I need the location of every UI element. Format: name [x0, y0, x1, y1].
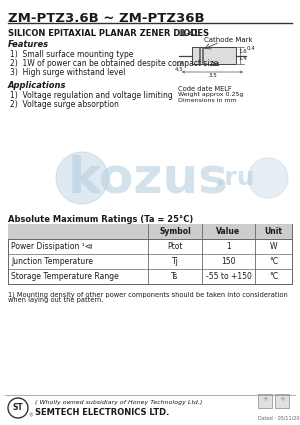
Text: Absolute Maximum Ratings (Ta = 25°C): Absolute Maximum Ratings (Ta = 25°C) [8, 215, 193, 224]
Circle shape [248, 158, 288, 198]
Circle shape [8, 398, 28, 418]
Text: Ts: Ts [171, 272, 179, 281]
Text: Value: Value [216, 227, 241, 236]
Text: Junction Temperature: Junction Temperature [11, 257, 93, 266]
Text: SILICON EPITAXIAL PLANAR ZENER DIODES: SILICON EPITAXIAL PLANAR ZENER DIODES [8, 29, 209, 38]
Text: SEMTECH ELECTRONICS LTD.: SEMTECH ELECTRONICS LTD. [35, 408, 169, 417]
Text: 1.6: 1.6 [238, 48, 247, 54]
Bar [258, 394, 272, 408]
Text: ST: ST [13, 403, 23, 413]
Text: when laying out the pattern.: when laying out the pattern. [8, 297, 103, 303]
Text: 2)  Voltage surge absorption: 2) Voltage surge absorption [10, 100, 119, 109]
Text: Power Dissipation ¹⧏: Power Dissipation ¹⧏ [11, 242, 92, 251]
Text: Unit: Unit [265, 227, 283, 236]
Circle shape [56, 152, 108, 204]
Bar [8, 224, 292, 239]
Text: 3.5: 3.5 [208, 73, 217, 78]
Text: 3)  High surge withstand level: 3) High surge withstand level [10, 68, 125, 77]
Text: -55 to +150: -55 to +150 [206, 272, 251, 281]
Text: Weight approx 0.25g: Weight approx 0.25g [178, 92, 243, 97]
Text: Dated : 05/11/2003: Dated : 05/11/2003 [258, 415, 300, 420]
Text: .ru: .ru [215, 166, 255, 190]
Text: +: + [279, 396, 285, 402]
Text: 150: 150 [221, 257, 236, 266]
Text: 1)  Small surface mounting type: 1) Small surface mounting type [10, 50, 134, 59]
Text: LL-41: LL-41 [178, 29, 199, 38]
Text: Dimensions in mm: Dimensions in mm [178, 98, 237, 103]
Text: 2)  1W of power can be obtained despite compact size: 2) 1W of power can be obtained despite c… [10, 59, 218, 68]
Text: Storage Temperature Range: Storage Temperature Range [11, 272, 119, 281]
Text: ( Wholly owned subsidiary of Honey Technology Ltd.): ( Wholly owned subsidiary of Honey Techn… [35, 400, 202, 405]
Text: 1.1: 1.1 [211, 62, 220, 67]
Text: °C: °C [269, 257, 278, 266]
Text: +: + [262, 396, 268, 402]
Text: 1) Mounting density of other power components should be taken into consideration: 1) Mounting density of other power compo… [8, 291, 288, 297]
Text: 1: 1 [226, 242, 231, 251]
Text: ZM-PTZ3.6B ~ ZM-PTZ36B: ZM-PTZ3.6B ~ ZM-PTZ36B [8, 12, 205, 25]
Text: Code date MELF: Code date MELF [178, 86, 232, 92]
Text: Features: Features [8, 40, 49, 49]
Text: 0.4: 0.4 [247, 46, 256, 51]
Text: Cathode Mark: Cathode Mark [204, 37, 252, 43]
Bar [192, 47, 236, 64]
Text: Symbol: Symbol [159, 227, 191, 236]
Text: Ptot: Ptot [167, 242, 183, 251]
Text: 1)  Voltage regulation and voltage limiting: 1) Voltage regulation and voltage limiti… [10, 91, 173, 100]
Text: 1.8: 1.8 [175, 62, 184, 67]
Bar [275, 394, 289, 408]
Text: 4.5: 4.5 [175, 67, 184, 72]
Text: Applications: Applications [8, 81, 67, 90]
Text: kozus: kozus [68, 154, 228, 202]
Text: Tj: Tj [172, 257, 178, 266]
Text: °C: °C [269, 272, 278, 281]
Text: 1.4: 1.4 [238, 56, 247, 60]
Bar [8, 224, 292, 284]
Text: ®: ® [28, 413, 33, 418]
Text: W: W [270, 242, 277, 251]
